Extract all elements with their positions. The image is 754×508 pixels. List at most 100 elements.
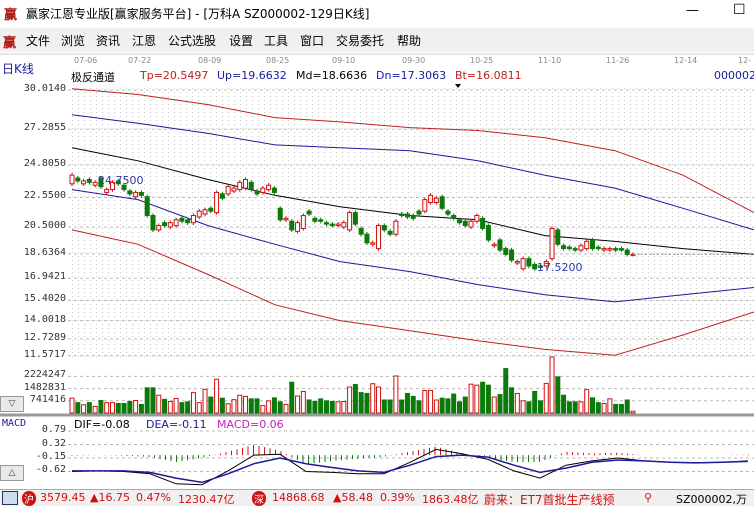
price-tick: 15.4020 (23, 293, 66, 305)
volume-bar (179, 402, 185, 414)
volume-bar (156, 394, 162, 414)
calculator-icon[interactable] (2, 491, 18, 505)
candle-down (352, 212, 358, 225)
volume-bar (451, 393, 457, 414)
bt-value: Bt=16.0811 (455, 69, 522, 82)
candle-up (428, 194, 434, 204)
menu-file[interactable]: 文件 (26, 34, 51, 48)
candle-down (150, 214, 156, 231)
volume-bar (277, 401, 283, 414)
candle-down (590, 239, 596, 250)
dea-value: DEA=-0.11 (146, 418, 207, 431)
candle-down (555, 229, 561, 245)
volume-bar (474, 384, 480, 414)
menu-window[interactable]: 窗口 (300, 34, 325, 48)
date-tick: 11-26 (606, 56, 630, 65)
marker-triangle-icon (455, 84, 461, 88)
menu-trade[interactable]: 交易委托 (336, 34, 385, 48)
volume-bar (364, 392, 370, 414)
menu-formula[interactable]: 公式选股 (168, 34, 217, 48)
volume-bar (387, 399, 393, 414)
price-grid (68, 86, 754, 358)
candle-down (613, 248, 619, 251)
volume-bar (584, 389, 590, 414)
candle-down (318, 219, 324, 222)
date-tick: 07-22 (128, 56, 152, 65)
candle-up (300, 214, 306, 229)
volume-bar (341, 400, 347, 414)
menu-help[interactable]: 帮助 (397, 34, 422, 48)
candle-down (219, 193, 225, 199)
volume-bar (127, 400, 133, 414)
volume-bar (335, 401, 341, 414)
low-price-label: 17.5200 (537, 261, 583, 274)
candle-up (156, 225, 162, 231)
candle-down (595, 246, 601, 250)
candle-down (358, 227, 364, 235)
volume-bar (300, 390, 306, 414)
macd-toggle-button[interactable]: △ (0, 465, 24, 481)
candle-down (329, 223, 335, 227)
macd-value: MACD=0.06 (217, 418, 284, 431)
dif-value: DIF=-0.08 (74, 418, 130, 431)
sh-pct: 0.47% (136, 491, 171, 504)
candle-down (572, 248, 578, 251)
minimize-button[interactable]: — (686, 3, 699, 18)
volume-bar (543, 382, 549, 414)
menu-gann[interactable]: 江恩 (132, 34, 157, 48)
price-tick: 11.5717 (23, 348, 66, 360)
volume-tick: 2224247 (23, 369, 66, 381)
volume-bar (329, 400, 335, 414)
candle-up (283, 217, 289, 221)
price-tick: 18.6364 (23, 246, 66, 258)
period-label[interactable]: 日K线 (2, 62, 34, 76)
date-tick: 12- (738, 56, 752, 65)
volume-bar (428, 389, 434, 414)
candle-up (133, 191, 139, 198)
volume-bar (312, 400, 318, 414)
date-tick: 11-10 (538, 56, 562, 65)
candle-down (456, 219, 462, 224)
volume-bar (578, 401, 584, 414)
candle-down (485, 225, 491, 241)
candle-down (445, 210, 451, 215)
volume-bar (561, 394, 567, 414)
volume-bar (456, 401, 462, 414)
status-bar: 沪 3579.45 ▲16.75 0.47% 1230.47亿 深 14868.… (0, 489, 754, 507)
sz-index: 14868.68 (272, 491, 325, 504)
candle-down (526, 258, 532, 267)
maximize-button[interactable]: ☐ (733, 2, 746, 18)
volume-bar (283, 403, 289, 414)
candle-up (335, 223, 341, 227)
candle-down (509, 249, 515, 261)
news-ticker[interactable]: 蔚来：ET7首批生产线预 (484, 493, 615, 507)
indicator-name: 极反通道 (71, 71, 115, 84)
candle-down (416, 210, 422, 215)
menu-browse[interactable]: 浏览 (61, 34, 86, 48)
menu-news[interactable]: 资讯 (96, 34, 121, 48)
window-title: 赢家江恩专业版[赢家服务平台] - [万科A SZ000002-129日K线] (26, 7, 370, 21)
menu-tools[interactable]: 工具 (264, 34, 289, 48)
candle-down (306, 210, 312, 215)
candle-down (75, 177, 81, 182)
volume-bar (162, 398, 168, 414)
candle-down (179, 217, 185, 222)
volume-toggle-button[interactable]: ▽ (0, 396, 24, 412)
candle-down (497, 239, 503, 251)
candle-up (81, 180, 87, 185)
candle-up (468, 220, 474, 228)
title-bar: 赢 赢家江恩专业版[赢家服务平台] - [万科A SZ000002-129日K线… (0, 0, 754, 26)
sz-amount: 1863.48亿 (422, 493, 479, 506)
volume-bar (150, 387, 156, 414)
volume-bar (410, 395, 416, 414)
menu-settings[interactable]: 设置 (229, 34, 254, 48)
md-value: Md=18.6636 (296, 69, 368, 82)
sh-badge: 沪 (22, 491, 36, 506)
candle-up (376, 225, 382, 250)
candle-up (266, 184, 272, 191)
candle-down (480, 217, 486, 229)
volume-tick: 741416 (29, 393, 66, 405)
volume-bar (468, 383, 474, 414)
macd-tick: 0.32 (41, 437, 66, 449)
band-tp-line (71, 88, 754, 214)
